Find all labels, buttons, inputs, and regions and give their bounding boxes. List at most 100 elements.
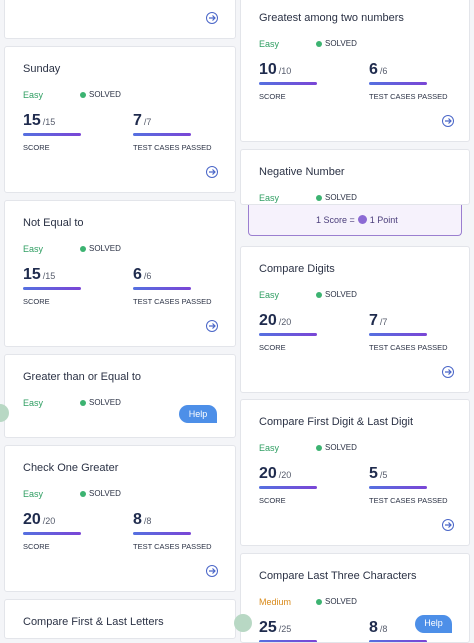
card-title: Greater than or Equal to bbox=[23, 371, 142, 383]
difficulty: Easy bbox=[259, 39, 280, 49]
open-arrow[interactable] bbox=[206, 166, 218, 178]
status: SOLVED bbox=[316, 39, 357, 48]
arrow-icon bbox=[445, 369, 452, 375]
status: SOLVED bbox=[80, 244, 121, 253]
score-number: 15 bbox=[23, 112, 41, 129]
score-max: /15 bbox=[42, 117, 56, 127]
open-arrow[interactable] bbox=[442, 519, 454, 531]
problem-card[interactable]: Not Equal to Easy SOLVED 15/15 SCORE 6/6 TEST … bbox=[4, 200, 236, 347]
score-value: 20/20 bbox=[23, 511, 55, 529]
problem-card[interactable] bbox=[4, 0, 236, 39]
status: SOLVED bbox=[316, 193, 357, 202]
score-value: 10/10 bbox=[259, 61, 291, 79]
status: SOLVED bbox=[316, 443, 357, 452]
help-button[interactable]: Help bbox=[415, 615, 452, 633]
avatar bbox=[234, 614, 252, 632]
score-max: /20 bbox=[278, 470, 292, 480]
score-max: /20 bbox=[278, 317, 292, 327]
score-value: 20/20 bbox=[259, 312, 291, 330]
card-title: Greatest among two numbers bbox=[259, 12, 404, 24]
score-value: 20/20 bbox=[259, 465, 291, 483]
problem-card[interactable]: Compare First & Last Letters bbox=[4, 599, 236, 639]
tests-label: TEST CASES PASSED bbox=[369, 343, 448, 352]
tests-bar bbox=[369, 486, 427, 489]
score-label: SCORE bbox=[259, 92, 286, 101]
tests-max: /6 bbox=[379, 66, 388, 76]
open-arrow[interactable] bbox=[206, 12, 218, 24]
tests-label: TEST CASES PASSED bbox=[369, 92, 448, 101]
tests-label: TEST CASES PASSED bbox=[133, 297, 212, 306]
tooltip-right: 1 Point bbox=[369, 215, 398, 225]
tests-max: /7 bbox=[379, 317, 388, 327]
score-value: 25/25 bbox=[259, 619, 291, 637]
difficulty: Easy bbox=[23, 244, 44, 254]
score-max: /15 bbox=[42, 271, 56, 281]
difficulty: Medium bbox=[259, 597, 292, 607]
problem-card[interactable]: Sunday Easy SOLVED 15/15 SCORE 7/7 TEST CASES … bbox=[4, 46, 236, 193]
problem-card[interactable]: Compare Digits Easy SOLVED 20/20 SCORE 7/7 TES… bbox=[240, 246, 470, 393]
tooltip-left: 1 Score = bbox=[316, 215, 355, 225]
tests-label: TEST CASES PASSED bbox=[133, 143, 212, 152]
card-title: Check One Greater bbox=[23, 462, 119, 474]
tests-value: 7/7 bbox=[133, 112, 151, 130]
open-arrow[interactable] bbox=[206, 565, 218, 577]
tests-bar bbox=[133, 287, 191, 290]
arrow-icon bbox=[445, 118, 452, 124]
tests-value: 8/8 bbox=[369, 619, 387, 637]
problem-card[interactable]: Compare First Digit & Last Digit Easy SOLV… bbox=[240, 399, 470, 546]
arrow-icon bbox=[209, 15, 216, 21]
score-label: SCORE bbox=[23, 143, 50, 152]
status: SOLVED bbox=[316, 290, 357, 299]
problem-card[interactable]: Negative Number Easy SOLVED bbox=[240, 149, 470, 205]
score-number: 25 bbox=[259, 619, 277, 636]
problem-card[interactable]: Check One Greater Easy SOLVED 20/20 SCORE 8/8… bbox=[4, 445, 236, 592]
score-bar bbox=[259, 486, 317, 489]
score-value: 15/15 bbox=[23, 266, 55, 284]
problem-card[interactable]: Compare Last Three Characters Medium SOLVE… bbox=[240, 553, 470, 643]
tests-bar bbox=[133, 133, 191, 136]
score-bar bbox=[23, 133, 81, 136]
card-title: Compare Digits bbox=[259, 263, 335, 275]
score-bar bbox=[259, 82, 317, 85]
tests-bar bbox=[369, 82, 427, 85]
tests-max: /7 bbox=[143, 117, 152, 127]
tests-value: 6/6 bbox=[369, 61, 387, 79]
score-value: 15/15 bbox=[23, 112, 55, 130]
score-label: SCORE bbox=[23, 297, 50, 306]
tests-number: 6 bbox=[133, 266, 142, 283]
score-bar bbox=[23, 287, 81, 290]
card-title: Negative Number bbox=[259, 166, 345, 178]
score-max: /20 bbox=[42, 516, 56, 526]
help-button[interactable]: Help bbox=[179, 405, 217, 423]
status: SOLVED bbox=[80, 90, 121, 99]
open-arrow[interactable] bbox=[206, 320, 218, 332]
tests-value: 5/5 bbox=[369, 465, 387, 483]
arrow-icon bbox=[209, 323, 216, 329]
difficulty: Easy bbox=[23, 90, 44, 100]
tests-number: 7 bbox=[133, 112, 142, 129]
score-bar bbox=[23, 532, 81, 535]
arrow-icon bbox=[209, 568, 216, 574]
score-tooltip: 1 Score = 1 Point bbox=[248, 205, 462, 236]
problem-card[interactable]: Greater than or Equal to Easy SOLVED bbox=[4, 354, 236, 438]
difficulty: Easy bbox=[259, 443, 280, 453]
tests-number: 6 bbox=[369, 61, 378, 78]
open-arrow[interactable] bbox=[442, 366, 454, 378]
coin-icon bbox=[357, 215, 367, 224]
card-title: Sunday bbox=[23, 63, 61, 75]
status: SOLVED bbox=[80, 489, 121, 498]
score-max: /10 bbox=[278, 66, 292, 76]
difficulty: Easy bbox=[23, 489, 44, 499]
score-label: SCORE bbox=[259, 343, 286, 352]
tests-max: /8 bbox=[379, 624, 388, 634]
difficulty: Easy bbox=[259, 193, 280, 203]
avatar bbox=[0, 404, 9, 422]
open-arrow[interactable] bbox=[442, 115, 454, 127]
card-title: Not Equal to bbox=[23, 217, 84, 229]
tests-label: TEST CASES PASSED bbox=[369, 496, 448, 505]
score-number: 20 bbox=[259, 465, 277, 482]
problem-card[interactable]: Greatest among two numbers Easy SOLVED 10/1… bbox=[240, 0, 470, 142]
score-number: 20 bbox=[259, 312, 277, 329]
score-bar bbox=[259, 333, 317, 336]
